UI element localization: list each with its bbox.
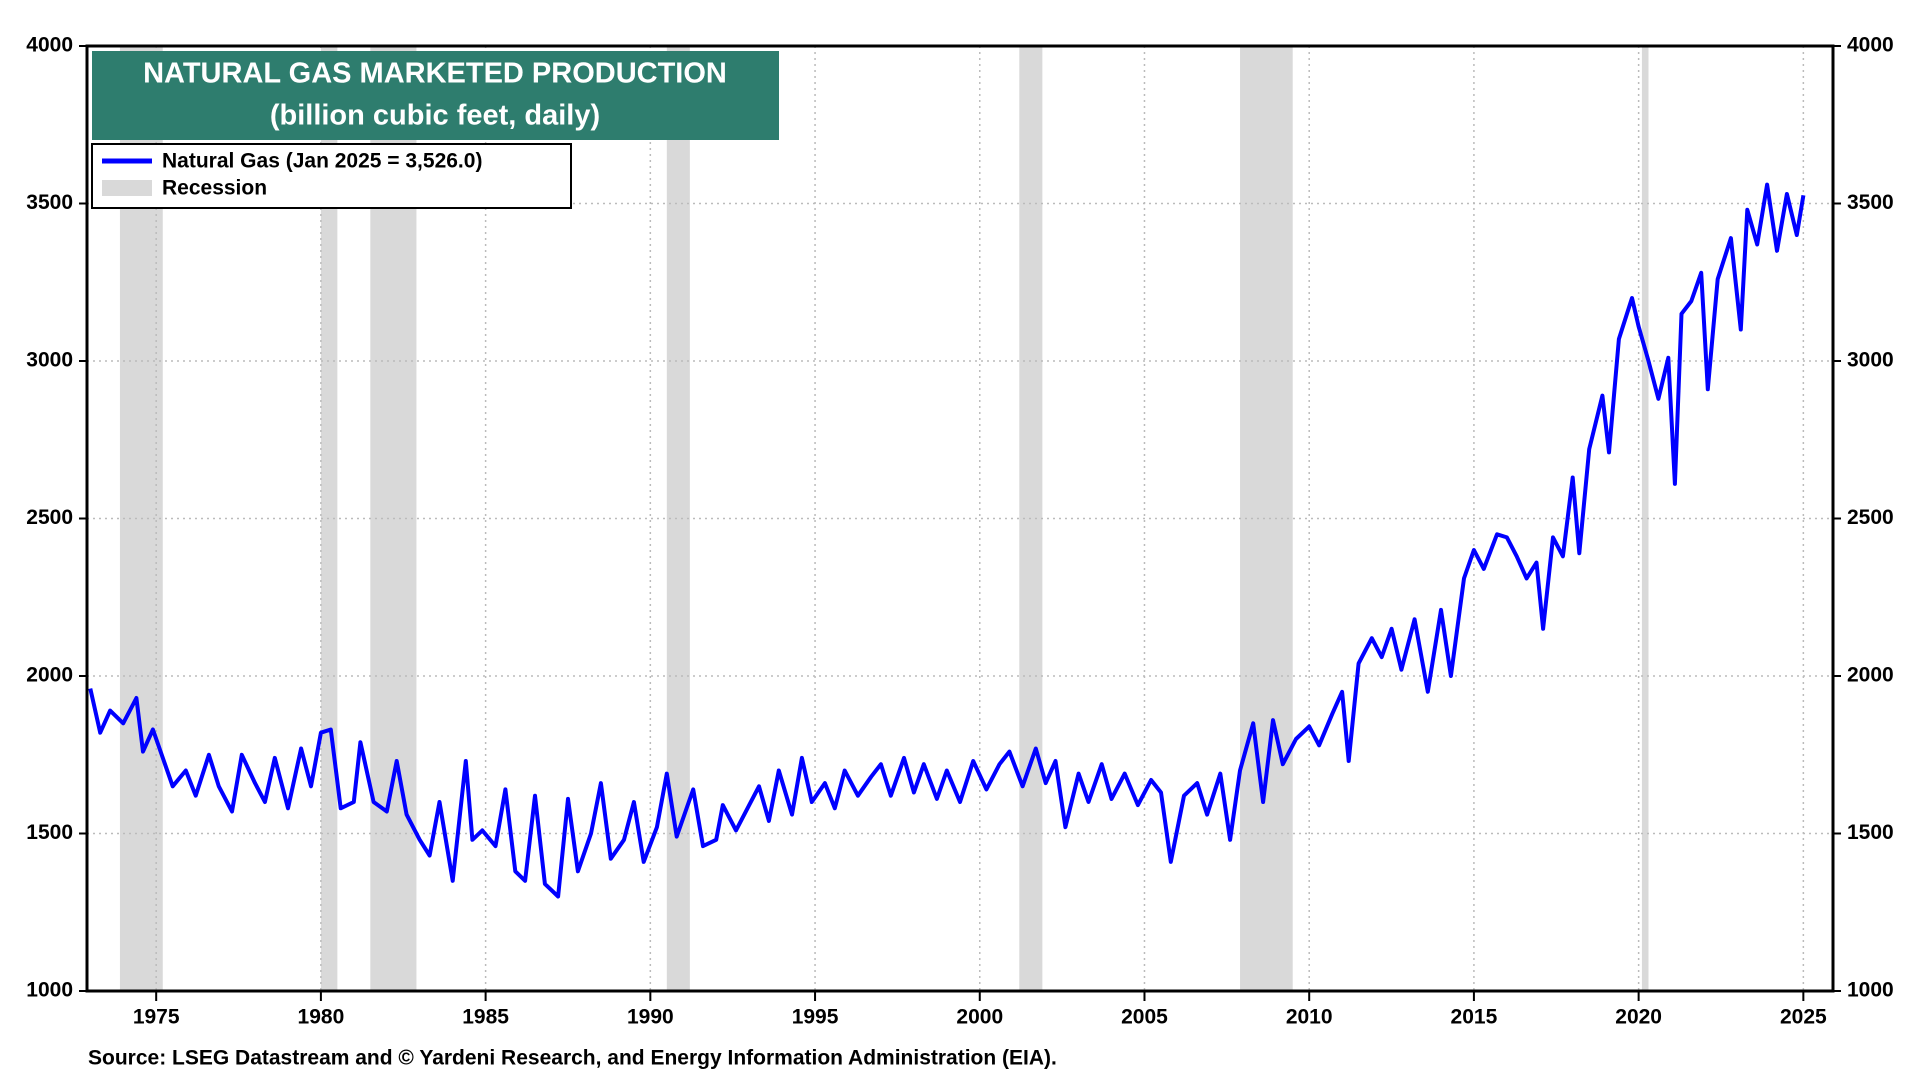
x-tick-label: 2005 xyxy=(1121,1006,1168,1029)
title-box xyxy=(92,51,779,140)
y2-tick-label: 3500 xyxy=(1847,191,1894,214)
y-tick-label: 2000 xyxy=(26,664,73,687)
x-tick-label: 1975 xyxy=(133,1006,180,1029)
y-tick-label: 1000 xyxy=(26,979,73,1002)
x-tick-label: 2000 xyxy=(956,1006,1003,1029)
x-tick-label: 2015 xyxy=(1451,1006,1498,1029)
recession-band xyxy=(666,46,690,991)
chart-subtitle: (billion cubic feet, daily) xyxy=(270,100,600,132)
x-tick-label: 2025 xyxy=(1780,1006,1827,1029)
x-tick-label: 2010 xyxy=(1286,1006,1333,1029)
y-tick-label: 3000 xyxy=(26,349,73,372)
legend-label: Natural Gas (Jan 2025 = 3,526.0) xyxy=(162,150,482,173)
y2-tick-label: 1000 xyxy=(1847,979,1894,1002)
y2-tick-label: 4000 xyxy=(1847,34,1894,57)
y2-tick-label: 1500 xyxy=(1847,821,1894,844)
legend-swatch-recession xyxy=(102,180,152,196)
y-tick-label: 2500 xyxy=(26,506,73,529)
legend-label: Recession xyxy=(162,177,267,200)
plot-frame xyxy=(85,44,1835,993)
legend-box xyxy=(91,143,572,209)
recession-band xyxy=(1240,46,1293,991)
data-line xyxy=(88,182,1806,899)
x-tick-label: 2020 xyxy=(1615,1006,1662,1029)
x-tick-label: 1995 xyxy=(792,1006,839,1029)
x-tick-label: 1980 xyxy=(298,1006,345,1029)
y-tick-label: 3500 xyxy=(26,191,73,214)
y-tick-label: 4000 xyxy=(26,34,73,57)
y2-tick-label: 2000 xyxy=(1847,664,1894,687)
y2-tick-label: 3000 xyxy=(1847,349,1894,372)
chart-title: NATURAL GAS MARKETED PRODUCTION xyxy=(143,58,727,90)
x-tick-label: 1990 xyxy=(627,1006,674,1029)
recession-band xyxy=(1641,46,1649,991)
y2-tick-label: 2500 xyxy=(1847,506,1894,529)
x-tick-label: 1985 xyxy=(462,1006,509,1029)
source-note: Source: LSEG Datastream and © Yardeni Re… xyxy=(88,1047,1057,1070)
y-tick-label: 1500 xyxy=(26,821,73,844)
